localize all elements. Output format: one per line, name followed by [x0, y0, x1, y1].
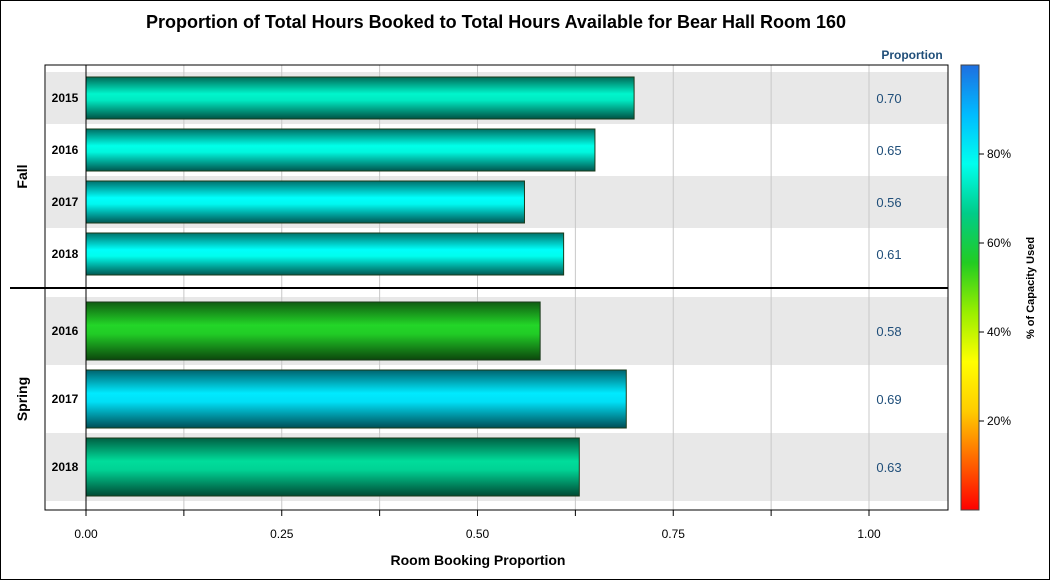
category-label: 2017 [52, 195, 79, 209]
x-tick-label: 0.00 [74, 527, 98, 541]
value-label: 0.58 [876, 324, 901, 339]
bar-fall-2017 [85, 180, 525, 224]
x-tick-label: 0.25 [270, 527, 294, 541]
category-label: 2018 [52, 460, 79, 474]
bar-fall-2018 [85, 232, 565, 276]
category-label: 2015 [52, 91, 79, 105]
chart-title: Proportion of Total Hours Booked to Tota… [146, 12, 846, 32]
legend-tick-label: 80% [987, 147, 1011, 161]
group-label-fall: Fall [14, 164, 30, 188]
bar-fall-2016 [85, 128, 596, 172]
bar-fall-2015 [85, 76, 635, 120]
bar-spring-2016 [85, 301, 541, 361]
group-label-spring: Spring [14, 377, 30, 421]
category-label: 2017 [52, 392, 79, 406]
category-label: 2016 [52, 143, 79, 157]
bar-spring-2018 [85, 437, 580, 497]
value-label: 0.63 [876, 460, 901, 475]
value-column-header: Proportion [881, 48, 942, 62]
value-label: 0.69 [876, 392, 901, 407]
x-tick-label: 1.00 [857, 527, 881, 541]
color-legend-bar [960, 64, 980, 511]
value-label: 0.70 [876, 91, 901, 106]
x-tick-label: 0.75 [662, 527, 686, 541]
value-label: 0.56 [876, 195, 901, 210]
legend-title: % of Capacity Used [1025, 237, 1037, 339]
category-label: 2016 [52, 324, 79, 338]
legend-tick-label: 20% [987, 414, 1011, 428]
x-axis-label: Room Booking Proportion [391, 552, 566, 568]
legend-tick-label: 60% [987, 236, 1011, 250]
bar-spring-2017 [85, 369, 627, 429]
x-tick-label: 0.50 [466, 527, 490, 541]
value-label: 0.61 [876, 247, 901, 262]
legend-tick-label: 40% [987, 325, 1011, 339]
value-label: 0.65 [876, 143, 901, 158]
category-label: 2018 [52, 247, 79, 261]
